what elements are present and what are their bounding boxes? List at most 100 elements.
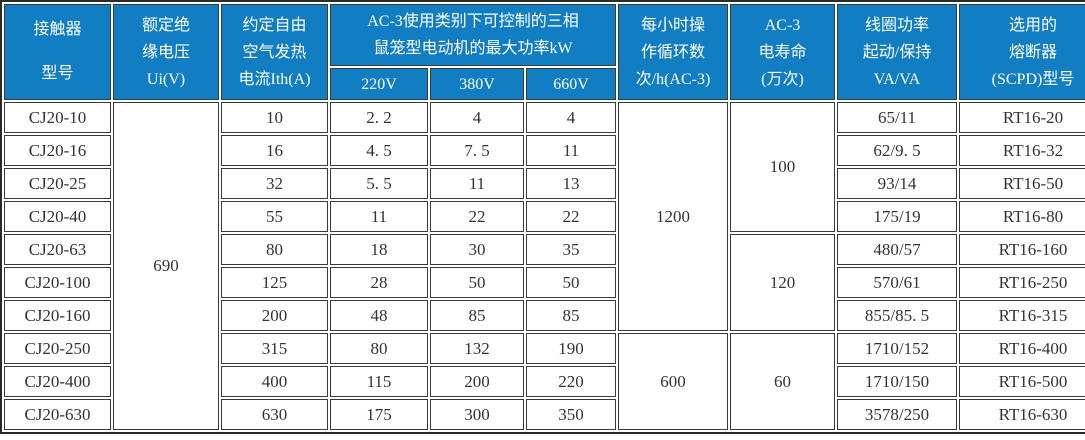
cell-life-merged: 100 bbox=[730, 102, 835, 232]
cell-ith: 200 bbox=[221, 300, 328, 331]
cell-life-merged: 60 bbox=[730, 333, 835, 430]
table-row: CJ20-400 400 115 200 220 1710/150 RT16-5… bbox=[4, 366, 1085, 397]
cell-kw-220: 5. 5 bbox=[330, 168, 428, 199]
cell-model: CJ20-400 bbox=[4, 366, 111, 397]
cell-ith: 16 bbox=[221, 135, 328, 166]
cell-kw-220: 80 bbox=[330, 333, 428, 364]
cell-fuse: RT16-80 bbox=[959, 201, 1085, 232]
header-row-1: 接触器 型号 额定绝 缘电压 Ui(V) 约定自由 空气发热 电流Ith(A) … bbox=[4, 4, 1085, 100]
cell-coil: 93/14 bbox=[837, 168, 957, 199]
cell-ith: 80 bbox=[221, 234, 328, 265]
cell-coil: 175/19 bbox=[837, 201, 957, 232]
cell-ith: 315 bbox=[221, 333, 328, 364]
cell-model: CJ20-10 bbox=[4, 102, 111, 133]
cell-ith: 630 bbox=[221, 399, 328, 430]
cell-model: CJ20-40 bbox=[4, 201, 111, 232]
cell-ui-merged: 690 bbox=[113, 102, 219, 430]
table-row: CJ20-16 16 4. 5 7. 5 11 62/9. 5 RT16-32 bbox=[4, 135, 1085, 166]
cell-kw-380: 50 bbox=[430, 267, 524, 298]
header-insulation-voltage: 额定绝 缘电压 Ui(V) bbox=[113, 4, 219, 100]
cell-model: CJ20-630 bbox=[4, 399, 111, 430]
cell-coil: 570/61 bbox=[837, 267, 957, 298]
cell-fuse: RT16-160 bbox=[959, 234, 1085, 265]
cell-kw-380: 85 bbox=[430, 300, 524, 331]
cell-fuse: RT16-315 bbox=[959, 300, 1085, 331]
cell-kw-660: 350 bbox=[526, 399, 616, 430]
table-row: CJ20-63 80 18 30 35 120 480/57 RT16-160 bbox=[4, 234, 1085, 331]
cell-ith: 400 bbox=[221, 366, 328, 397]
cell-model: CJ20-100 bbox=[4, 267, 111, 298]
table-row: CJ20-630 630 175 300 350 3578/250 RT16-6… bbox=[4, 399, 1085, 430]
cell-cycles-merged: 1200 bbox=[618, 102, 728, 331]
table-row: CJ20-25 32 5. 5 11 13 93/14 RT16-50 bbox=[4, 168, 1085, 199]
header-voltage-380: 380V bbox=[430, 68, 524, 100]
cell-fuse: RT16-20 bbox=[959, 102, 1085, 133]
header-row-2: 220V 380V 660V bbox=[4, 68, 1085, 100]
cell-kw-660: 35 bbox=[526, 234, 616, 265]
header-voltage-220: 220V bbox=[330, 68, 428, 100]
cell-kw-380: 4 bbox=[430, 102, 524, 133]
cell-kw-220: 11 bbox=[330, 201, 428, 232]
cell-model: CJ20-160 bbox=[4, 300, 111, 331]
cell-coil: 65/11 bbox=[837, 102, 957, 133]
table-row: CJ20-10 690 10 2. 2 4 4 1200 100 65/11 R… bbox=[4, 102, 1085, 430]
cell-kw-380: 11 bbox=[430, 168, 524, 199]
cell-kw-380: 200 bbox=[430, 366, 524, 397]
cell-kw-660: 50 bbox=[526, 267, 616, 298]
cell-cycles-merged: 600 bbox=[618, 333, 728, 430]
cell-coil: 855/85. 5 bbox=[837, 300, 957, 331]
cell-kw-380: 7. 5 bbox=[430, 135, 524, 166]
cell-kw-660: 85 bbox=[526, 300, 616, 331]
header-ac3-power-group: AC-3使用类别下可控制的三相 鼠笼型电动机的最大功率kW bbox=[330, 4, 616, 66]
cell-model: CJ20-250 bbox=[4, 333, 111, 364]
cell-kw-220: 18 bbox=[330, 234, 428, 265]
cell-fuse: RT16-400 bbox=[959, 333, 1085, 364]
cell-ith: 55 bbox=[221, 201, 328, 232]
cell-coil: 480/57 bbox=[837, 234, 957, 265]
cell-fuse: RT16-630 bbox=[959, 399, 1085, 430]
table-body: CJ20-10 690 10 2. 2 4 4 1200 100 65/11 R… bbox=[4, 102, 1085, 430]
header-fuse-type: 选用的 熔断器 (SCPD)型号 bbox=[959, 4, 1085, 100]
table-row: CJ20-100 125 28 50 50 570/61 RT16-250 bbox=[4, 267, 1085, 298]
cell-kw-220: 4. 5 bbox=[330, 135, 428, 166]
cell-life-merged: 120 bbox=[730, 234, 835, 331]
cell-model: CJ20-16 bbox=[4, 135, 111, 166]
header-coil-power: 线圈功率 起动/保持 VA/VA bbox=[837, 4, 957, 100]
table-row: CJ20-160 200 48 85 85 855/85. 5 RT16-315 bbox=[4, 300, 1085, 331]
table-header: 接触器 型号 额定绝 缘电压 Ui(V) 约定自由 空气发热 电流Ith(A) … bbox=[4, 4, 1085, 100]
cell-kw-220: 2. 2 bbox=[330, 102, 428, 133]
table-row: CJ20-250 315 80 132 190 600 60 1710/152 … bbox=[4, 333, 1085, 430]
header-voltage-660: 660V bbox=[526, 68, 616, 100]
cell-model: CJ20-25 bbox=[4, 168, 111, 199]
cell-fuse: RT16-32 bbox=[959, 135, 1085, 166]
header-thermal-current: 约定自由 空气发热 电流Ith(A) bbox=[221, 4, 328, 100]
cell-kw-660: 4 bbox=[526, 102, 616, 133]
cell-kw-220: 28 bbox=[330, 267, 428, 298]
cell-kw-380: 300 bbox=[430, 399, 524, 430]
cell-kw-660: 190 bbox=[526, 333, 616, 364]
cell-coil: 62/9. 5 bbox=[837, 135, 957, 166]
cell-model: CJ20-63 bbox=[4, 234, 111, 265]
cell-fuse: RT16-500 bbox=[959, 366, 1085, 397]
cell-ith: 32 bbox=[221, 168, 328, 199]
cell-fuse: RT16-50 bbox=[959, 168, 1085, 199]
cell-kw-660: 220 bbox=[526, 366, 616, 397]
header-model: 接触器 型号 bbox=[4, 4, 111, 100]
cell-kw-660: 22 bbox=[526, 201, 616, 232]
cell-ith: 10 bbox=[221, 102, 328, 133]
table-row: CJ20-40 55 11 22 22 175/19 RT16-80 bbox=[4, 201, 1085, 232]
cell-kw-380: 30 bbox=[430, 234, 524, 265]
cell-ith: 125 bbox=[221, 267, 328, 298]
cell-kw-380: 132 bbox=[430, 333, 524, 364]
header-operating-cycles: 每小时操 作循环数 次/h(AC-3) bbox=[618, 4, 728, 100]
header-electrical-life: AC-3 电寿命 (万次) bbox=[730, 4, 835, 100]
cell-kw-220: 175 bbox=[330, 399, 428, 430]
cell-kw-380: 22 bbox=[430, 201, 524, 232]
cell-kw-660: 11 bbox=[526, 135, 616, 166]
cell-coil: 1710/152 bbox=[837, 333, 957, 364]
cell-coil: 1710/150 bbox=[837, 366, 957, 397]
cell-coil: 3578/250 bbox=[837, 399, 957, 430]
cell-kw-660: 13 bbox=[526, 168, 616, 199]
cell-kw-220: 48 bbox=[330, 300, 428, 331]
